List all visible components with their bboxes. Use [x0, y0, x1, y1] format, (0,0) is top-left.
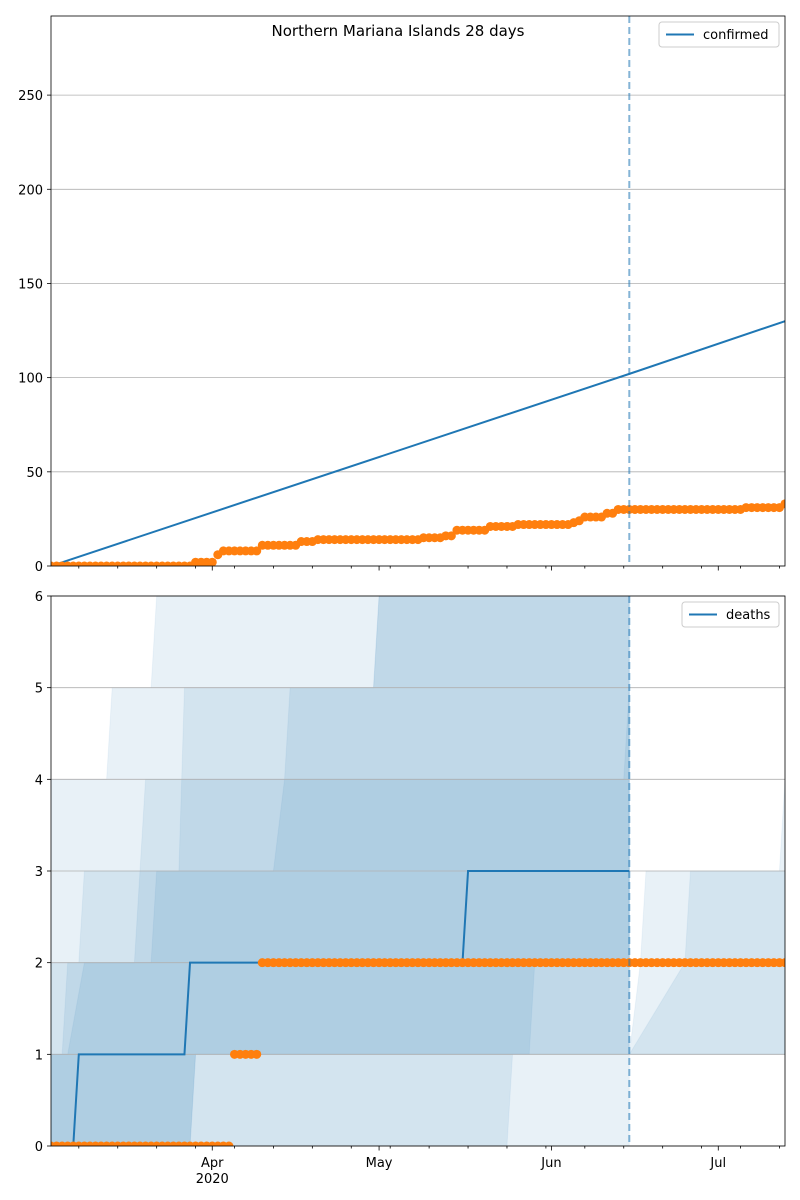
legend: confirmed: [658, 21, 780, 48]
x-tick-label: Jul: [709, 1156, 726, 1171]
legend-label: deaths: [726, 608, 771, 623]
y-tick-label: 5: [35, 682, 43, 697]
series-deaths-line: [51, 870, 630, 1146]
observed-point: [780, 499, 785, 509]
y-tick-label: 200: [18, 183, 43, 198]
y-tick-label: 100: [18, 372, 43, 387]
observed-point: [224, 1141, 234, 1146]
y-tick-label: 4: [35, 773, 43, 788]
x-tick-label: Apr: [201, 1156, 224, 1171]
axes-frame: [50, 15, 786, 567]
observed-point: [446, 531, 456, 541]
x-tick-label: 2020: [196, 1172, 229, 1187]
legend-box: [658, 21, 780, 48]
x-tick-label: May: [366, 1156, 393, 1171]
y-tick-label: 2: [35, 957, 43, 972]
series-confirmed-line: [51, 320, 785, 566]
observed-point: [252, 1049, 262, 1059]
y-tick-label: 50: [26, 466, 43, 481]
y-tick-label: 1: [35, 1048, 43, 1063]
observed-point: [780, 958, 785, 968]
legend: deaths: [681, 601, 780, 628]
observed-point: [252, 546, 262, 556]
y-tick-label: 3: [35, 865, 43, 880]
observed-points: [51, 499, 785, 566]
legend-label: confirmed: [703, 28, 769, 43]
chart-title: Northern Mariana Islands 28 days: [272, 22, 525, 40]
y-tick-label: 0: [35, 560, 43, 575]
y-tick-label: 6: [35, 590, 43, 605]
panel-confirmed: 0 50 100 150 200 250 confirmed Northern Mariana…: [18, 15, 786, 575]
y-tick-label: 0: [35, 1140, 43, 1155]
observed-point: [207, 557, 217, 566]
y-tick-label: 150: [18, 277, 43, 292]
legend-box: [681, 601, 780, 628]
x-tick-label: Jun: [540, 1156, 561, 1171]
y-tick-label: 250: [18, 89, 43, 104]
uncertainty-band: [51, 687, 630, 1146]
axes-frame: [50, 595, 786, 1147]
